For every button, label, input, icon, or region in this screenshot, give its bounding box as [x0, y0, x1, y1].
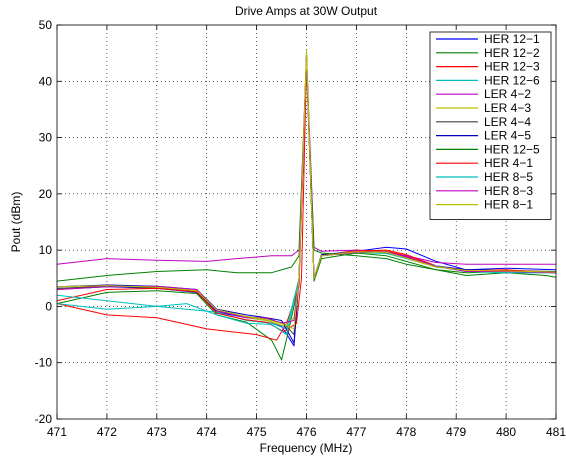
series-line [56, 63, 557, 333]
y-tick-label: 10 [39, 243, 53, 257]
y-tick-label: 40 [39, 74, 53, 88]
chart-title: Drive Amps at 30W Output [235, 4, 378, 18]
y-axis-label: Pout (dBm) [9, 192, 23, 253]
series-lines [56, 49, 557, 361]
x-axis-label: Frequency (MHz) [260, 441, 353, 455]
x-tick-label: 473 [147, 425, 167, 439]
legend-label: HER 12−5 [484, 142, 540, 156]
x-tick-label: 481 [546, 425, 566, 439]
y-tick-label: -10 [35, 356, 53, 370]
x-tick-label: 478 [396, 425, 416, 439]
x-tick-label: 480 [496, 425, 516, 439]
legend-label: HER 8−5 [484, 170, 533, 184]
legend-label: HER 12−3 [484, 60, 540, 74]
x-tick-label: 475 [247, 425, 267, 439]
legend-box [429, 31, 552, 220]
legend-label: HER 4−1 [484, 156, 533, 170]
legend-label: LER 4−3 [484, 101, 531, 115]
y-tick-label: 20 [39, 187, 53, 201]
series-line [56, 52, 557, 330]
legend-label: LER 4−4 [484, 115, 531, 129]
series-line [56, 61, 557, 282]
x-tick-label: 477 [346, 425, 366, 439]
legend-label: HER 8−3 [484, 184, 533, 198]
legend-label: HER 12−1 [484, 32, 540, 46]
legend-label: HER 12−6 [484, 73, 540, 87]
legend-label: LER 4−5 [484, 129, 531, 143]
y-tick-label: 30 [39, 131, 53, 145]
legend-label: LER 4−2 [484, 87, 531, 101]
legend-label: HER 12−2 [484, 46, 540, 60]
y-tick-label: 50 [39, 18, 53, 32]
x-tick-label: 476 [296, 425, 316, 439]
y-tick-label: 0 [45, 299, 52, 313]
x-tick-label: 472 [97, 425, 117, 439]
legend-label: HER 8−1 [484, 198, 533, 212]
grid-lines [57, 25, 556, 419]
axis-ticks: 471 472 473 474 475 476 477 478 479 480 481 -20 -10 0… [35, 18, 566, 439]
x-tick-label: 474 [197, 425, 217, 439]
y-tick-label: -20 [35, 412, 53, 426]
x-tick-label: 471 [47, 425, 67, 439]
x-tick-label: 479 [446, 425, 466, 439]
